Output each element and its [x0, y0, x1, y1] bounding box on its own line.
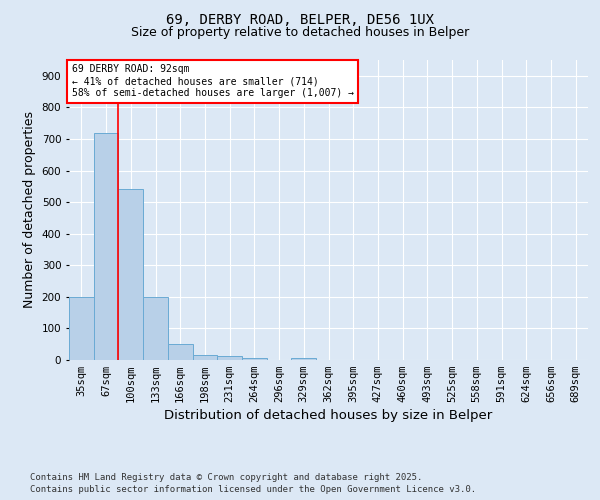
Text: 69 DERBY ROAD: 92sqm
← 41% of detached houses are smaller (714)
58% of semi-deta: 69 DERBY ROAD: 92sqm ← 41% of detached h… — [71, 64, 353, 98]
Bar — [69, 297, 94, 360]
Text: Contains HM Land Registry data © Crown copyright and database right 2025.: Contains HM Land Registry data © Crown c… — [30, 472, 422, 482]
Bar — [168, 344, 193, 360]
Text: Contains public sector information licensed under the Open Government Licence v3: Contains public sector information licen… — [30, 485, 476, 494]
Y-axis label: Number of detached properties: Number of detached properties — [23, 112, 36, 308]
Bar — [118, 190, 143, 360]
Bar — [94, 132, 118, 360]
Bar — [143, 297, 168, 360]
Bar — [292, 358, 316, 360]
X-axis label: Distribution of detached houses by size in Belper: Distribution of detached houses by size … — [164, 410, 493, 422]
Bar — [242, 358, 267, 360]
Bar — [217, 356, 242, 360]
Text: Size of property relative to detached houses in Belper: Size of property relative to detached ho… — [131, 26, 469, 39]
Bar — [193, 356, 217, 360]
Text: 69, DERBY ROAD, BELPER, DE56 1UX: 69, DERBY ROAD, BELPER, DE56 1UX — [166, 12, 434, 26]
